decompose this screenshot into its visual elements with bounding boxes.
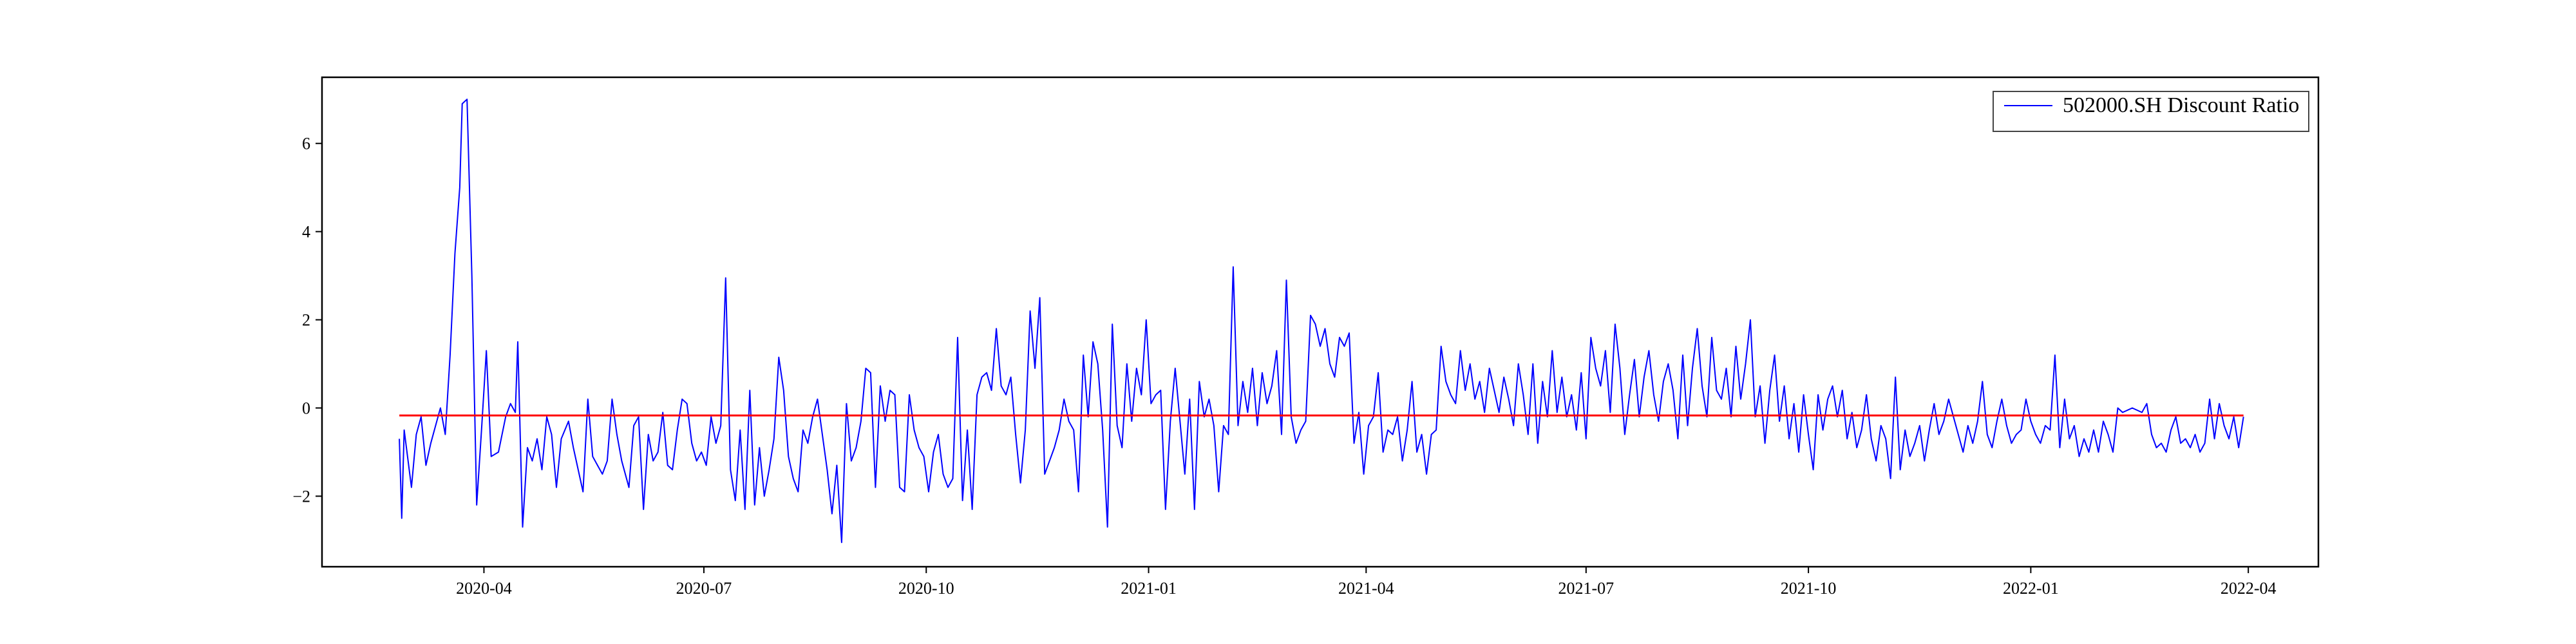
y-tick-label: −2 [292, 487, 310, 506]
legend-frame [1993, 91, 2309, 132]
x-tick-label: 2020-10 [898, 579, 954, 598]
y-axis: −2 0 2 4 6 [292, 135, 322, 506]
x-tick-label: 2021-01 [1121, 579, 1177, 598]
series-line-discount-ratio [399, 99, 2244, 544]
x-tick-label: 2021-04 [1338, 579, 1394, 598]
y-tick-label: 0 [302, 399, 310, 418]
y-tick-label: 2 [302, 311, 310, 330]
y-tick-label: 4 [302, 223, 310, 242]
plot-marks [399, 99, 2244, 544]
x-tick-label: 2022-04 [2221, 579, 2277, 598]
x-tick-label: 2020-04 [456, 579, 512, 598]
x-tick-label: 2021-07 [1558, 579, 1614, 598]
x-tick-label: 2020-07 [676, 579, 732, 598]
x-tick-label: 2022-01 [2003, 579, 2059, 598]
x-tick-label: 2021-10 [1781, 579, 1837, 598]
x-axis: 2020-04 2020-07 2020-10 2021-01 2021-04 2021-… [456, 567, 2276, 598]
legend-label-discount-ratio: 502000.SH Discount Ratio [2063, 93, 2299, 117]
y-tick-label: 6 [302, 135, 310, 153]
legend: 502000.SH Discount Ratio [1993, 91, 2309, 132]
plot-frame [321, 76, 2320, 568]
